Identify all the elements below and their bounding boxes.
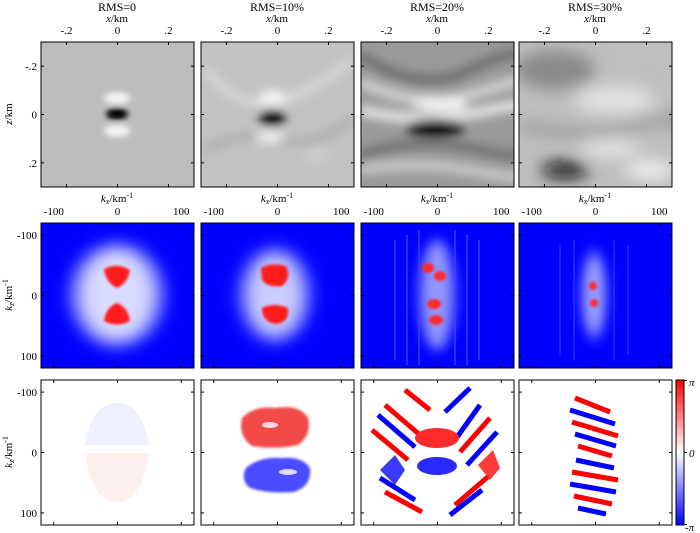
x-tick-label: .2 [324,25,332,37]
colorbar-top-label: π [689,377,695,389]
svg-text:x/km: x/km [265,13,288,25]
title-rms30: RMS=30% [568,0,622,14]
xlabels-row1: x/km x/km x/km x/km [105,13,606,25]
colorbar-bot-label: -π [685,522,695,533]
x-tick-label: 0 [275,25,281,37]
y-tick-label: .2 [29,158,37,170]
kx-unit: /km [429,193,447,205]
x-tick-label: -100 [44,206,65,218]
panel-space-rms30 [519,42,672,187]
x-tick-label: 0 [435,206,441,218]
panel-phase-rms0 [41,380,194,525]
x-tick-label: -.2 [381,25,393,37]
x-tick-label: 100 [173,206,190,218]
ylabel-row1: z/km [3,103,15,126]
title-rms10: RMS=10% [250,0,304,14]
svg-text:x/km: x/km [583,13,606,25]
x-var: x [425,13,431,25]
svg-text:x/km: x/km [105,13,128,25]
panel-phase-rms20 [361,380,514,525]
kx-exp: -1 [604,191,611,200]
kx-sub: x [265,197,270,206]
kx-sub: x [425,197,430,206]
ylabel-row2: kz/km-1 [1,279,16,311]
x-unit: /km [431,13,449,25]
axis-ticks: -.2 0.2-.20.2-.2 0.2 -.2 0.2 -.2 0.2-100 0 100-1… [17,25,672,525]
x-tick-label: 0 [115,206,121,218]
y-tick-label: 100 [21,508,38,520]
kx-var: k [579,193,585,205]
kx-sub: x [105,197,110,206]
x-unit: /km [111,13,129,25]
kx-unit: /km [109,193,127,205]
x-unit: /km [271,13,289,25]
x-var: x [583,13,589,25]
x-tick-label: 100 [493,206,510,218]
panel-amp-rms30 [519,223,672,368]
kx-exp: -1 [446,191,453,200]
y-tick-label: -100 [17,387,38,399]
panel-phase-rms30 [519,380,672,525]
y-tick-label: 0 [32,110,38,122]
panel-space-rms10 [201,42,354,187]
x-tick-label: 0 [435,25,441,37]
xlabels-row2: kx/km-1 kx/km-1 kx/km-1 kx/km-1 [101,191,611,206]
kx-var: k [261,193,267,205]
x-tick-label: 0 [593,206,599,218]
x-tick-label: 0 [275,206,281,218]
x-tick-label: 100 [651,206,668,218]
x-tick-label: 0 [115,25,121,37]
kx-exp: -1 [126,191,133,200]
x-var: x [265,13,271,25]
x-tick-label: .2 [484,25,492,37]
panel-amp-rms0 [41,223,194,368]
x-tick-label: -100 [204,206,225,218]
x-tick-label: -.2 [539,25,551,37]
svg-text:kx/km-1: kx/km-1 [421,191,453,206]
kx-var: k [101,193,107,205]
y-tick-label: -100 [17,230,38,242]
x-unit: /km [589,13,607,25]
y-tick-label: 0 [32,291,38,303]
colorbar-mid-label: 0 [689,448,695,460]
x-tick-label: 100 [333,206,350,218]
panel-space-rms20 [361,42,514,187]
panel-space-rms0 [41,42,194,187]
kx-var: k [421,193,427,205]
svg-text:kx/km-1: kx/km-1 [261,191,293,206]
x-tick-label: .2 [164,25,172,37]
panel-amp-rms20 [361,223,514,368]
panel-phase-rms10 [201,380,354,525]
x-tick-label: -.2 [221,25,233,37]
y-tick-label: 100 [21,351,38,363]
svg-text:x/km: x/km [425,13,448,25]
kx-unit: /km [269,193,287,205]
kx-unit: /km [587,193,605,205]
x-tick-label: -.2 [61,25,73,37]
x-tick-label: -100 [522,206,543,218]
title-rms20: RMS=20% [410,0,464,14]
kx-exp: -1 [286,191,293,200]
y-tick-label: 0 [32,448,38,460]
kx-sub: x [583,197,588,206]
title-rms0: RMS=0 [98,0,136,14]
panel-amp-rms10 [201,223,354,368]
colorbar: π 0 -π [675,377,695,533]
svg-text:kx/km-1: kx/km-1 [579,191,611,206]
svg-text:kx/km-1: kx/km-1 [101,191,133,206]
ylabel-row3: kz/km-1 [1,436,16,468]
x-tick-label: 0 [593,25,599,37]
y-tick-label: -.2 [25,61,37,73]
x-var: x [105,13,111,25]
x-tick-label: .2 [642,25,650,37]
x-tick-label: -100 [364,206,385,218]
